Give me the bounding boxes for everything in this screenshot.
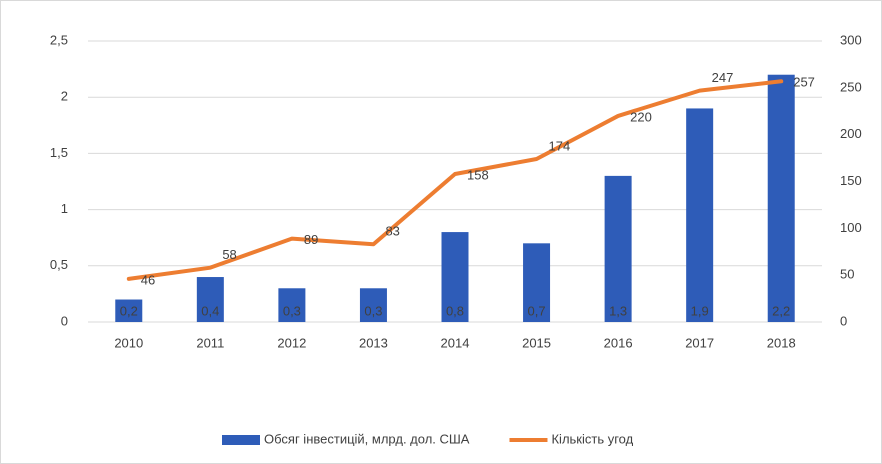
x-tick-label: 2014 <box>441 335 470 350</box>
x-tick-label: 2011 <box>196 335 224 350</box>
bar <box>441 232 469 322</box>
legend-label: Обсяг інвестицій, млрд. дол. США <box>264 431 470 446</box>
y-tick-label: 1,5 <box>50 145 68 160</box>
y2-tick-label: 300 <box>840 32 862 47</box>
bar-value-label: 0,3 <box>283 303 301 318</box>
bar <box>523 243 551 322</box>
y2-tick-label: 250 <box>840 79 862 94</box>
y-tick-label: 2 <box>61 89 68 104</box>
y-tick-label: 1 <box>61 201 68 216</box>
line <box>126 79 784 281</box>
x-tick-label: 2012 <box>277 335 306 350</box>
bar <box>115 299 143 322</box>
y2-tick-label: 150 <box>840 173 862 188</box>
legend-swatch <box>222 435 260 445</box>
y-tick-label: 0 <box>61 313 68 328</box>
line-value-label: 46 <box>141 272 155 287</box>
bar <box>278 288 306 322</box>
bar <box>686 108 714 322</box>
bar-value-label: 1,3 <box>609 303 627 318</box>
legend-label: Кількість угод <box>551 431 633 446</box>
x-tick-label: 2017 <box>685 335 714 350</box>
line-value-label: 257 <box>793 75 815 90</box>
bar-value-label: 2,2 <box>772 303 790 318</box>
bar-value-label: 0,8 <box>446 303 464 318</box>
bar-value-label: 0,3 <box>364 303 382 318</box>
x-tick-label: 2010 <box>114 335 143 350</box>
y2-tick-label: 100 <box>840 220 862 235</box>
line-value-label: 58 <box>222 247 236 262</box>
line-value-label: 247 <box>712 70 734 85</box>
bar <box>604 175 632 322</box>
line-value-label: 158 <box>467 167 489 182</box>
bar <box>767 74 795 322</box>
y2-tick-label: 50 <box>840 267 854 282</box>
y-tick-label: 0,5 <box>50 257 68 272</box>
line-value-label: 83 <box>385 224 399 239</box>
bar <box>196 277 224 322</box>
bar-value-label: 0,7 <box>528 303 546 318</box>
bar <box>359 288 387 322</box>
x-tick-label: 2013 <box>359 335 388 350</box>
x-tick-label: 2016 <box>604 335 633 350</box>
y2-tick-label: 0 <box>840 313 847 328</box>
x-tick-label: 2015 <box>522 335 551 350</box>
y-tick-label: 2,5 <box>50 32 68 47</box>
line-value-label: 220 <box>630 109 652 124</box>
line-value-label: 174 <box>549 138 571 153</box>
bar-value-label: 1,9 <box>691 303 709 318</box>
line-value-label: 89 <box>304 232 318 247</box>
bar-value-label: 0,2 <box>120 303 138 318</box>
bar-value-label: 0,4 <box>201 303 219 318</box>
y2-tick-label: 200 <box>840 126 862 141</box>
x-tick-label: 2018 <box>767 335 796 350</box>
